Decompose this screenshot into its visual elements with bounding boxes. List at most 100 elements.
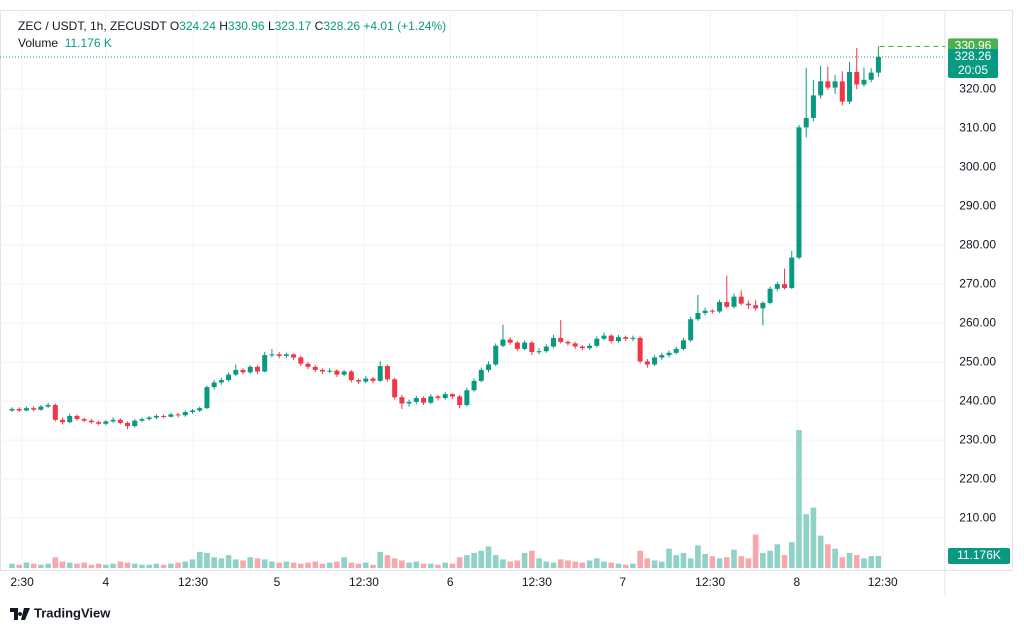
volume-bar [666, 548, 672, 568]
candle-body [38, 406, 44, 410]
candle-body [327, 370, 333, 372]
candle-body [168, 414, 174, 417]
volume-bar [189, 559, 196, 568]
candle-body [861, 79, 867, 85]
volume-bar [341, 557, 347, 568]
volume-bar [659, 561, 665, 568]
candle-body [67, 415, 73, 423]
candle-body [680, 340, 686, 349]
candle-body [782, 284, 788, 289]
volume-bar [435, 564, 441, 568]
candle-body [832, 81, 838, 88]
candle-body [760, 302, 766, 309]
volume-bar [319, 563, 326, 568]
volume-bar [760, 552, 766, 568]
candle-body [190, 410, 195, 413]
volume-bar [500, 559, 506, 568]
candle-body [442, 394, 448, 399]
y-tick-label: 300.00 [959, 159, 996, 173]
x-tick-label: 2:30 [10, 575, 34, 589]
candle-body [803, 118, 809, 128]
candle-body [457, 396, 463, 406]
volume-bar [803, 514, 809, 568]
volume-bar [370, 564, 376, 568]
y-tick-label: 310.00 [959, 120, 996, 134]
volume-bar [160, 564, 167, 568]
candle-body [435, 396, 441, 399]
candle-body [507, 339, 513, 343]
candle-body [695, 313, 701, 320]
candle-body [478, 369, 484, 381]
candle-body [60, 419, 66, 423]
candle-body [868, 72, 874, 80]
volume-bar [464, 555, 470, 568]
y-tick-label: 320.00 [959, 81, 996, 95]
candle-body [673, 348, 679, 353]
volume-bar [204, 552, 210, 568]
candle-body [724, 302, 730, 307]
candle-body [529, 342, 535, 353]
candle-body [81, 419, 87, 421]
volume-bar [601, 561, 607, 568]
volume-bar [702, 553, 708, 568]
volume-bar [348, 562, 355, 568]
candle-body [103, 421, 109, 424]
volume-bar [810, 507, 817, 568]
candle-body [276, 354, 282, 356]
volume-bar [471, 552, 477, 568]
candle-body [847, 72, 853, 102]
candle-body [96, 422, 102, 424]
volume-bar [211, 557, 217, 568]
candle-body [334, 370, 340, 375]
volume-bar [88, 564, 95, 568]
volume-bar [695, 545, 701, 568]
volume-bar [66, 562, 73, 568]
y-tick-label: 220.00 [959, 471, 996, 485]
volume-bar [391, 558, 398, 568]
candle-body [608, 335, 614, 342]
volume-bar [283, 561, 290, 568]
y-tick-label: 210.00 [959, 510, 996, 524]
volume-bar [254, 558, 261, 568]
candle-body [319, 369, 325, 372]
candle-body [572, 343, 578, 347]
volume-bar [117, 561, 124, 568]
candle-body [262, 355, 268, 372]
candle-body [9, 408, 15, 411]
candle-body [52, 405, 58, 420]
open-value: 324.24 [179, 19, 216, 33]
x-tick-label: 7 [619, 575, 626, 589]
volume-bar [326, 562, 333, 568]
volume-bar [796, 430, 802, 568]
candle-body [745, 303, 751, 306]
candle-body [226, 374, 232, 381]
volume-bar [233, 559, 239, 568]
candle-body [796, 127, 802, 258]
volume-bar [334, 561, 340, 568]
volume-bar [74, 563, 80, 568]
candle-body [363, 378, 369, 382]
volume-bar [485, 546, 492, 568]
volume-bar [456, 557, 463, 568]
candle-body [110, 419, 116, 422]
x-tick-label: 12:30 [178, 575, 208, 589]
candle-body [818, 81, 824, 96]
volume-legend: Volume 11.176 K [18, 35, 446, 52]
volume-bar [767, 550, 773, 568]
y-tick-label: 230.00 [959, 432, 996, 446]
candle-body [153, 415, 159, 418]
volume-bar [269, 561, 275, 568]
volume-title: Volume [18, 36, 59, 50]
open-label: O [169, 19, 180, 33]
low-value: 323.17 [274, 19, 312, 33]
candle-body [644, 361, 650, 365]
volume-bar [861, 558, 867, 568]
candle-body [139, 419, 145, 421]
volume-bar [30, 563, 37, 568]
candle-body [384, 366, 390, 380]
close-price-tag [948, 48, 998, 78]
candle-body [341, 371, 347, 375]
y-tick-label: 250.00 [959, 354, 996, 368]
countdown: 20:05 [958, 63, 988, 77]
